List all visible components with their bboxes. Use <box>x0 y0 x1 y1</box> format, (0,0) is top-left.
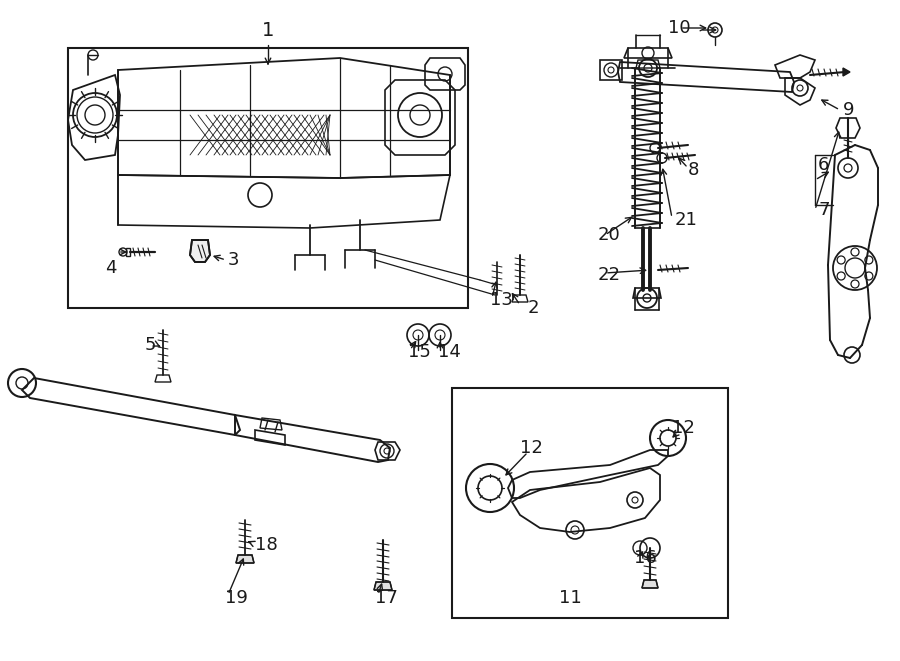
Text: 12: 12 <box>520 439 543 457</box>
Text: 16: 16 <box>634 549 657 567</box>
Polygon shape <box>374 582 392 590</box>
Text: 3: 3 <box>228 251 239 269</box>
Text: 6: 6 <box>818 156 830 174</box>
Polygon shape <box>843 68 850 76</box>
Text: 20: 20 <box>598 226 621 244</box>
Text: 22: 22 <box>598 266 621 284</box>
Text: 8: 8 <box>688 161 699 179</box>
Text: 5: 5 <box>145 336 157 354</box>
Text: 11: 11 <box>559 589 581 607</box>
Text: 13: 13 <box>490 291 513 309</box>
Text: 4: 4 <box>105 259 116 277</box>
Text: 12: 12 <box>672 419 695 437</box>
Text: 1: 1 <box>262 20 274 40</box>
Text: 9: 9 <box>843 101 854 119</box>
Text: 18: 18 <box>255 536 278 554</box>
Bar <box>68 48 468 308</box>
Polygon shape <box>236 555 254 563</box>
Text: 10: 10 <box>668 19 690 37</box>
Text: 2: 2 <box>528 299 539 317</box>
Polygon shape <box>642 580 658 588</box>
Text: 17: 17 <box>375 589 398 607</box>
Bar <box>452 388 728 618</box>
Polygon shape <box>190 240 210 262</box>
Text: 15: 15 <box>408 343 431 361</box>
Text: 21: 21 <box>675 211 698 229</box>
Text: 7: 7 <box>818 201 830 219</box>
Text: 19: 19 <box>225 589 248 607</box>
Text: 14: 14 <box>438 343 461 361</box>
